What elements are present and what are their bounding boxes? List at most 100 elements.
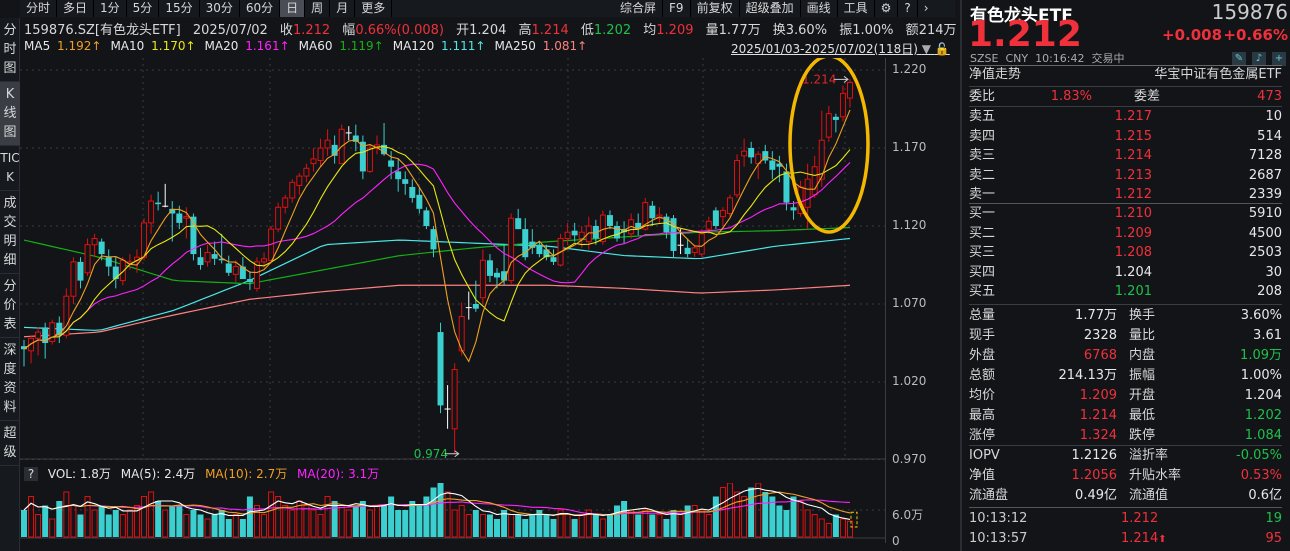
candle-body <box>331 144 338 156</box>
volume-bar <box>557 509 564 538</box>
order-book-row[interactable]: 卖一 1.212 2339 <box>969 185 1282 205</box>
nav-trend-link[interactable]: 净值走势 <box>969 67 1022 82</box>
ma5-line <box>23 109 851 363</box>
order-book-row[interactable]: 买四 1.204 30 <box>969 263 1282 283</box>
level-volume: 514 <box>1257 128 1282 144</box>
security-name: 有色龙头ETF <box>970 6 1073 26</box>
candle-body <box>578 231 585 239</box>
sidebar-tab[interactable]: 分价表 <box>0 274 20 338</box>
period-tab[interactable]: 1分 <box>94 0 127 17</box>
sidebar-tab[interactable]: K线图 <box>0 82 20 146</box>
candle-body <box>218 258 225 261</box>
pencil-icon[interactable]: ✎ <box>1232 52 1246 66</box>
volume-bar <box>176 505 183 537</box>
period-tab[interactable]: 5分 <box>127 0 160 17</box>
order-book-row[interactable]: 卖三 1.214 7128 <box>969 146 1282 166</box>
plus-icon[interactable]: + <box>1272 52 1286 66</box>
stat-value: 1.00% <box>1240 368 1282 383</box>
stat-value: 3.61 <box>1253 328 1282 343</box>
open-label: 开 <box>456 23 470 38</box>
candle-body <box>444 408 451 410</box>
ma10-line <box>23 146 851 350</box>
change-percent: +0.66% <box>1223 26 1288 44</box>
tool-button[interactable]: 前复权 <box>691 0 740 17</box>
order-book-row[interactable]: 卖二 1.213 2687 <box>969 166 1282 186</box>
help-circle-icon[interactable]: ? <box>898 0 918 17</box>
volume-bar <box>345 509 352 538</box>
tool-button[interactable]: 工具 <box>838 0 875 17</box>
stat-value: 3.60% <box>1240 308 1282 323</box>
dropdown-triangle-icon[interactable]: ▼ <box>921 42 931 56</box>
settings-gear-icon[interactable]: ⚙ <box>875 0 899 17</box>
sidebar-tab[interactable]: 成交明细 <box>0 191 20 274</box>
period-tab[interactable]: 分时 <box>20 0 58 17</box>
sidebar-tab[interactable]: 超级 <box>0 421 20 466</box>
volume-bar <box>35 514 42 538</box>
bell-icon[interactable]: ♪ <box>1252 52 1266 66</box>
level-label: 买四 <box>969 264 996 280</box>
candle-body <box>748 148 755 158</box>
ma-value: 1.081↑ <box>542 39 588 53</box>
order-book-row[interactable]: 买二 1.209 4500 <box>969 224 1282 244</box>
candle-body <box>77 261 84 281</box>
volume-bar <box>543 514 550 537</box>
ma-label: MA120 <box>392 39 435 53</box>
order-book-row[interactable]: 卖四 1.215 514 <box>969 127 1282 147</box>
weibi-label: 委比 <box>969 89 996 104</box>
security-code: 159876.SZ[有色龙头ETF] <box>24 23 181 38</box>
volume-bar <box>465 514 472 538</box>
weicha-label: 委差 <box>1134 89 1161 104</box>
tool-button[interactable]: F9 <box>663 0 691 17</box>
tool-button[interactable]: 画线 <box>801 0 838 17</box>
candle-body <box>84 244 91 274</box>
tool-button[interactable]: 超级叠加 <box>740 0 801 17</box>
volume-bar <box>437 483 444 537</box>
date-range-link[interactable]: 2025/01/03-2025/07/02(118日) ▼ 🔓 <box>731 40 950 57</box>
order-book-row[interactable]: 买一 1.210 5910 <box>969 204 1282 224</box>
tool-button[interactable]: 综合屏 <box>614 0 664 17</box>
period-tab[interactable]: 30分 <box>200 0 240 17</box>
candle-body <box>508 217 515 282</box>
nav-row[interactable]: 净值走势 华宝中证有色金属ETF <box>969 65 1282 85</box>
sidebar-tab[interactable]: 分时图 <box>0 18 20 82</box>
low-arrow-icon <box>444 450 460 458</box>
period-tab[interactable]: 日 <box>280 0 306 17</box>
sidebar-tab[interactable]: 深度资料 <box>0 338 20 421</box>
order-book-row[interactable]: 卖五 1.217 10 <box>969 107 1282 127</box>
stat-label: 跌停 <box>1129 428 1156 443</box>
period-tab[interactable]: 月 <box>330 0 356 17</box>
volume-chart[interactable] <box>20 483 885 539</box>
currency: CNY <box>1005 52 1029 65</box>
candle-body <box>762 151 769 161</box>
period-tab[interactable]: 60分 <box>240 0 281 17</box>
ma-label: MA5 <box>24 39 51 53</box>
candle-body <box>606 215 613 226</box>
volume-bar <box>621 501 628 537</box>
help-button[interactable]: ? <box>24 467 38 481</box>
volume-bar <box>126 509 133 538</box>
stat-row: 外盘 6768 内盘 1.09万 <box>969 346 1282 366</box>
order-book-row[interactable]: 买五 1.201 208 <box>969 282 1282 302</box>
stat-label: 最高 <box>969 408 996 423</box>
period-tab[interactable]: 多日 <box>57 0 95 17</box>
chevron-right-icon[interactable]: › <box>923 1 929 15</box>
candle-body <box>409 187 416 198</box>
candlestick-chart[interactable]: 1.214 0.974 <box>20 58 885 460</box>
period-tab[interactable]: 周 <box>305 0 331 17</box>
stat-value: 2328 <box>1083 328 1117 343</box>
period-tab[interactable]: 15分 <box>159 0 200 17</box>
candle-body <box>204 252 211 263</box>
period-tab[interactable]: 更多 <box>355 0 393 17</box>
order-book-row[interactable]: 买三 1.208 2503 <box>969 243 1282 263</box>
lock-icon[interactable]: 🔓 <box>934 42 950 56</box>
level-label: 买一 <box>969 206 996 221</box>
stat-row: 净值 1.2056 升贴水率 0.53% <box>969 466 1282 486</box>
price-tick: 1.120 <box>892 218 927 232</box>
sidebar-tab[interactable]: TICK <box>0 146 20 191</box>
candle-body <box>663 216 670 233</box>
stat-value: 1.77万 <box>1075 308 1117 323</box>
high-label: 高 <box>518 23 532 38</box>
low-field: 低1.202 <box>581 23 631 38</box>
level-label: 卖五 <box>969 109 996 124</box>
volume-bar <box>663 519 670 537</box>
